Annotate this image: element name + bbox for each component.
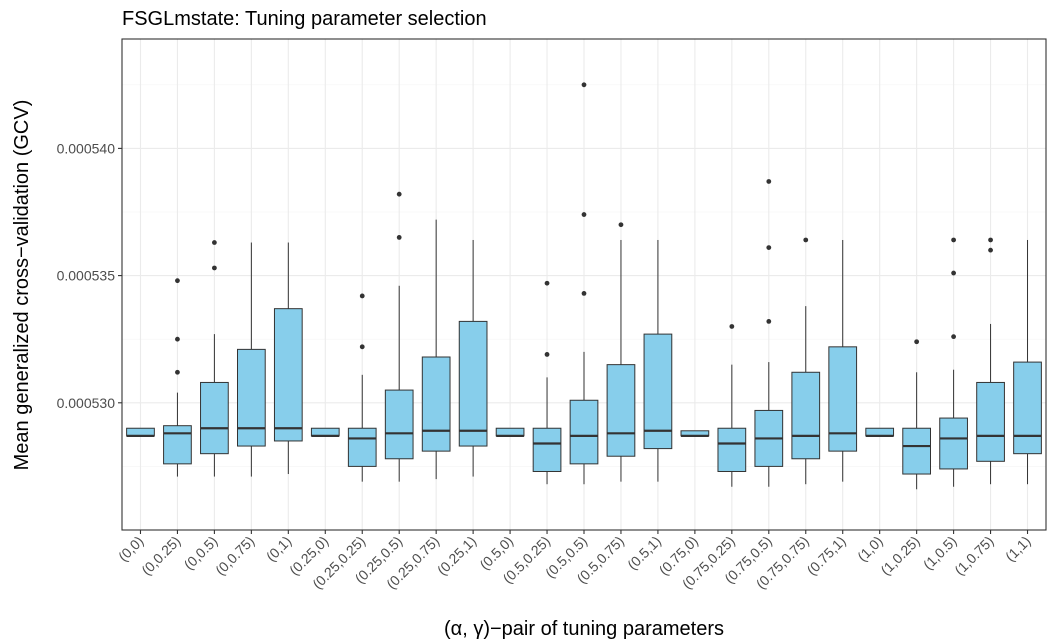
box-iqr	[200, 381, 229, 455]
box-iqr	[495, 427, 525, 437]
box-group	[717, 324, 747, 487]
box-iqr	[717, 427, 747, 472]
box-iqr	[384, 389, 414, 460]
outlier-point	[729, 324, 735, 329]
box-iqr	[532, 427, 562, 472]
box-iqr	[791, 371, 821, 460]
outlier-point	[212, 240, 217, 245]
box-group	[458, 239, 488, 477]
outlier-point	[175, 369, 180, 375]
outlier-point	[359, 293, 365, 299]
box-iqr	[569, 399, 599, 465]
outlier-point	[581, 212, 587, 217]
box-iqr	[347, 427, 377, 467]
box-group	[754, 179, 784, 487]
box-group	[976, 237, 1005, 485]
box-iqr	[421, 356, 451, 452]
outlier-point	[951, 237, 956, 243]
box-group	[569, 82, 599, 485]
y-tick-label: 0.000535	[57, 268, 116, 284]
outlier-point	[766, 318, 772, 324]
y-axis-title: Mean generalized cross−validation (GCV)	[11, 100, 33, 471]
box-iqr	[939, 417, 968, 470]
outlier-point	[581, 82, 587, 88]
box-iqr	[643, 333, 673, 450]
box-group	[680, 430, 710, 437]
box-group	[273, 242, 303, 475]
box-group	[791, 237, 821, 485]
box-group	[421, 219, 451, 480]
box-iqr	[902, 427, 932, 475]
outlier-point	[544, 352, 550, 357]
box-iqr	[273, 308, 303, 442]
outlier-point	[581, 291, 587, 296]
box-group	[1013, 239, 1042, 485]
outlier-point	[175, 278, 180, 284]
outlier-point	[988, 237, 993, 243]
y-tick-label: 0.000530	[57, 395, 116, 411]
box-group	[902, 339, 932, 490]
box-group	[384, 191, 414, 482]
box-group	[606, 222, 636, 482]
box-group	[200, 240, 229, 477]
box-group	[643, 239, 673, 482]
box-group	[347, 293, 377, 482]
box-group	[828, 239, 858, 482]
y-axis-ticks: 0.000530 0.000535 0.000540	[57, 140, 122, 411]
box-iqr	[865, 427, 895, 437]
outlier-point	[766, 179, 772, 184]
box-group	[126, 427, 155, 437]
chart-title: FSGLmstate: Tuning parameter selection	[122, 8, 487, 30]
box-iqr	[237, 348, 266, 447]
outlier-point	[914, 339, 920, 345]
box-group	[532, 280, 562, 485]
box-iqr	[458, 320, 488, 447]
box-group	[163, 278, 192, 477]
box-iqr	[828, 346, 858, 452]
outlier-point	[618, 222, 624, 228]
outlier-point	[988, 247, 993, 253]
outlier-point	[951, 270, 956, 276]
outlier-point	[175, 336, 180, 342]
x-axis-title: (α, γ)−pair of tuning parameters	[444, 618, 724, 640]
outlier-point	[544, 280, 550, 286]
box-group	[310, 427, 340, 437]
box-group	[939, 237, 968, 487]
outlier-point	[803, 237, 809, 243]
outlier-point	[212, 265, 217, 271]
box-iqr	[976, 381, 1005, 462]
outlier-point	[766, 245, 772, 251]
box-iqr	[1013, 361, 1042, 455]
outlier-point	[359, 344, 365, 350]
box-iqr	[163, 425, 192, 465]
boxes-layer	[126, 82, 1042, 490]
box-iqr	[310, 427, 340, 437]
outlier-point	[396, 235, 402, 240]
box-iqr	[126, 427, 155, 437]
y-tick-label: 0.000540	[57, 140, 116, 156]
box-group	[237, 242, 266, 477]
box-group	[495, 427, 525, 437]
box-iqr	[606, 364, 636, 457]
box-group	[865, 427, 895, 437]
outlier-point	[396, 191, 402, 197]
outlier-point	[951, 334, 956, 340]
